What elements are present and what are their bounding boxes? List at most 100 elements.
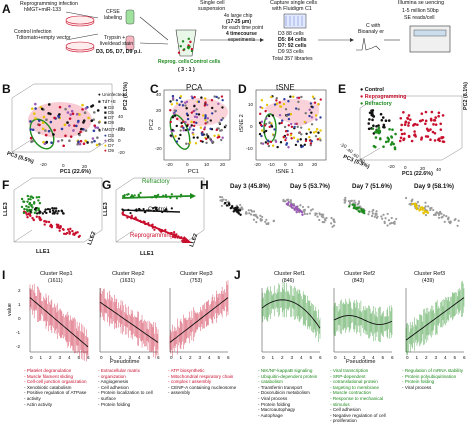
g-point (154, 206, 157, 209)
d-point (270, 95, 273, 99)
cell-dot (183, 48, 186, 51)
c-point (196, 136, 199, 139)
i-xaxis-label: Pseudotime (110, 359, 140, 365)
c-point (171, 94, 175, 98)
d-point (309, 143, 312, 147)
b-point (60, 138, 64, 142)
c-title: PCA (186, 83, 203, 92)
i-cluster-title-2: Cluster Rep3 (180, 271, 213, 277)
b-legend-4: ■ D7 (104, 115, 114, 120)
g-point (153, 225, 157, 229)
a-capture2: with Fluidigm C1 (272, 6, 312, 12)
e-box-edges (360, 96, 463, 161)
e-point-reprog (441, 114, 445, 117)
c-point (171, 116, 175, 119)
e-point-reprog (404, 120, 408, 124)
f-point (29, 198, 32, 201)
b-ytick-0: -20 (118, 150, 125, 155)
c-point (209, 127, 212, 130)
g-point (147, 222, 150, 225)
d-point (275, 102, 279, 105)
cell-dot (186, 46, 190, 49)
h-point-gray (432, 213, 436, 217)
c-point (211, 140, 215, 143)
d-xtick-3: 10 (298, 162, 304, 167)
h-point-gray (367, 213, 370, 216)
e-point-reprog (432, 119, 436, 122)
h-point-day (425, 210, 429, 214)
g-point (139, 219, 142, 222)
a-control-cells: Control cells (190, 59, 221, 65)
e-point-reprog (437, 114, 440, 118)
d-point (265, 103, 269, 107)
b-point (68, 117, 72, 120)
panel-label-c: C (150, 82, 159, 96)
c-point (192, 124, 196, 128)
c-point (215, 95, 218, 99)
c-point (175, 99, 179, 102)
i-cluster-n-1: (1631) (120, 278, 135, 284)
b-point (66, 121, 69, 124)
go-term: Protein localization to cell (98, 390, 153, 396)
e-point-control (375, 124, 378, 128)
c-xaxis-label: PC1 (188, 169, 199, 175)
e-point-refractory (392, 142, 396, 146)
h-point-gray (437, 216, 441, 219)
g-point (126, 216, 129, 219)
g-point (138, 208, 141, 211)
e-point-reprog (441, 140, 445, 143)
e-point-control (370, 109, 373, 112)
b-point (44, 129, 47, 132)
h-point-day (236, 211, 239, 214)
e-point-reprog (429, 138, 432, 142)
go-term: Protein folding (258, 402, 317, 408)
e-xaxis-label: PC1 (22.6%) (402, 171, 433, 177)
d-point (299, 126, 303, 129)
h-point-day (413, 202, 417, 205)
e-point-reprog (420, 112, 424, 115)
d-point (313, 101, 317, 104)
f-point (61, 227, 65, 231)
g-point (133, 217, 137, 220)
j-xaxis-label: Pseudotime (346, 359, 376, 365)
panel-label-h: H (200, 178, 209, 192)
x-tick-label: 1 (416, 355, 419, 360)
b-point (64, 134, 67, 138)
d-point (314, 114, 318, 117)
d-point (258, 132, 262, 136)
d-point (270, 125, 274, 128)
i-ytick-2: 0 (18, 316, 21, 321)
e-point-reprog (439, 122, 443, 126)
c-point (221, 136, 224, 139)
d-point (268, 121, 271, 125)
c-point (211, 106, 214, 110)
h-point-gray (390, 216, 393, 220)
go-term: Ubiquitin-dependent protein (258, 374, 317, 380)
g-point (179, 236, 182, 240)
f-point (31, 206, 34, 209)
d-region-pink (264, 98, 320, 126)
go-term: Viral process (258, 396, 317, 402)
go-term: targeting to membrane (330, 385, 386, 391)
h-day9: Day 9 (58.1%) (414, 183, 454, 190)
d-point (264, 141, 268, 144)
c-point (221, 106, 224, 109)
x-tick-label: 4 (68, 355, 71, 360)
j-go-list-1: Viral transcription SRP-dependent cotran… (330, 368, 386, 424)
d-point (274, 140, 278, 144)
c-point (197, 113, 201, 116)
h-point-gray (221, 200, 224, 203)
b-point (57, 115, 61, 119)
d-point (304, 111, 307, 115)
e-point-reprog (410, 139, 414, 143)
h-point-gray (447, 218, 450, 221)
i-go-list-2: ATP biosynthetic Mitochondrial respirato… (168, 368, 237, 396)
b-point (87, 116, 90, 120)
h-point-gray (330, 222, 333, 225)
b-legend-8: ● D5 (104, 138, 114, 143)
x-tick-label: 1 (180, 355, 183, 360)
h-point-day (421, 208, 424, 211)
panel-label-d: D (238, 82, 247, 96)
c-ytick-1: 0 (158, 126, 161, 131)
d-point (310, 116, 314, 119)
